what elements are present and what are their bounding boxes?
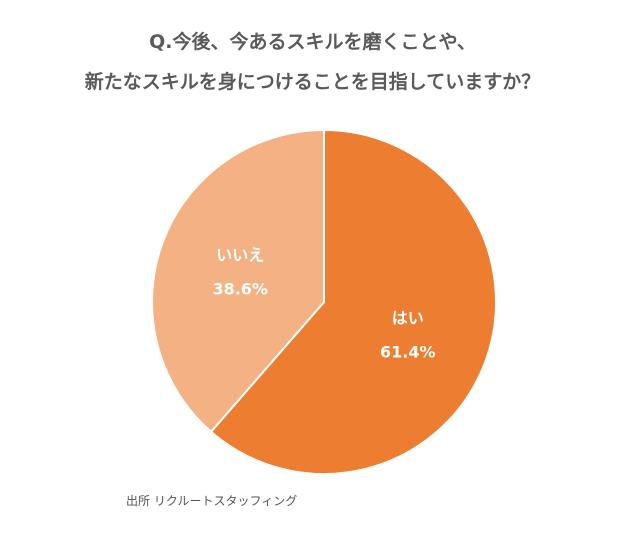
- pie-slice-yes: [209, 128, 497, 475]
- pie-slice-no: [151, 128, 325, 434]
- source-note: 出所 リクルートスタッフィング: [126, 494, 298, 508]
- slice-label-no: いいえ: [216, 246, 264, 265]
- slice-value-yes: 61.4%: [380, 342, 436, 361]
- chart-title: Q.今後、今あるスキルを磨くことや、 新たなスキルを身につけることを目指していま…: [0, 22, 625, 102]
- pie-slices: [151, 128, 497, 475]
- slice-label-yes: はい: [392, 308, 424, 327]
- slice-value-no: 38.6%: [212, 280, 268, 299]
- chart-title-line-2: 新たなスキルを身につけることを目指していますか？: [84, 71, 541, 93]
- chart-title-line-1: Q.今後、今あるスキルを磨くことや、: [149, 31, 476, 53]
- pie-labels: はい 61.4% いいえ 38.6%: [212, 246, 435, 362]
